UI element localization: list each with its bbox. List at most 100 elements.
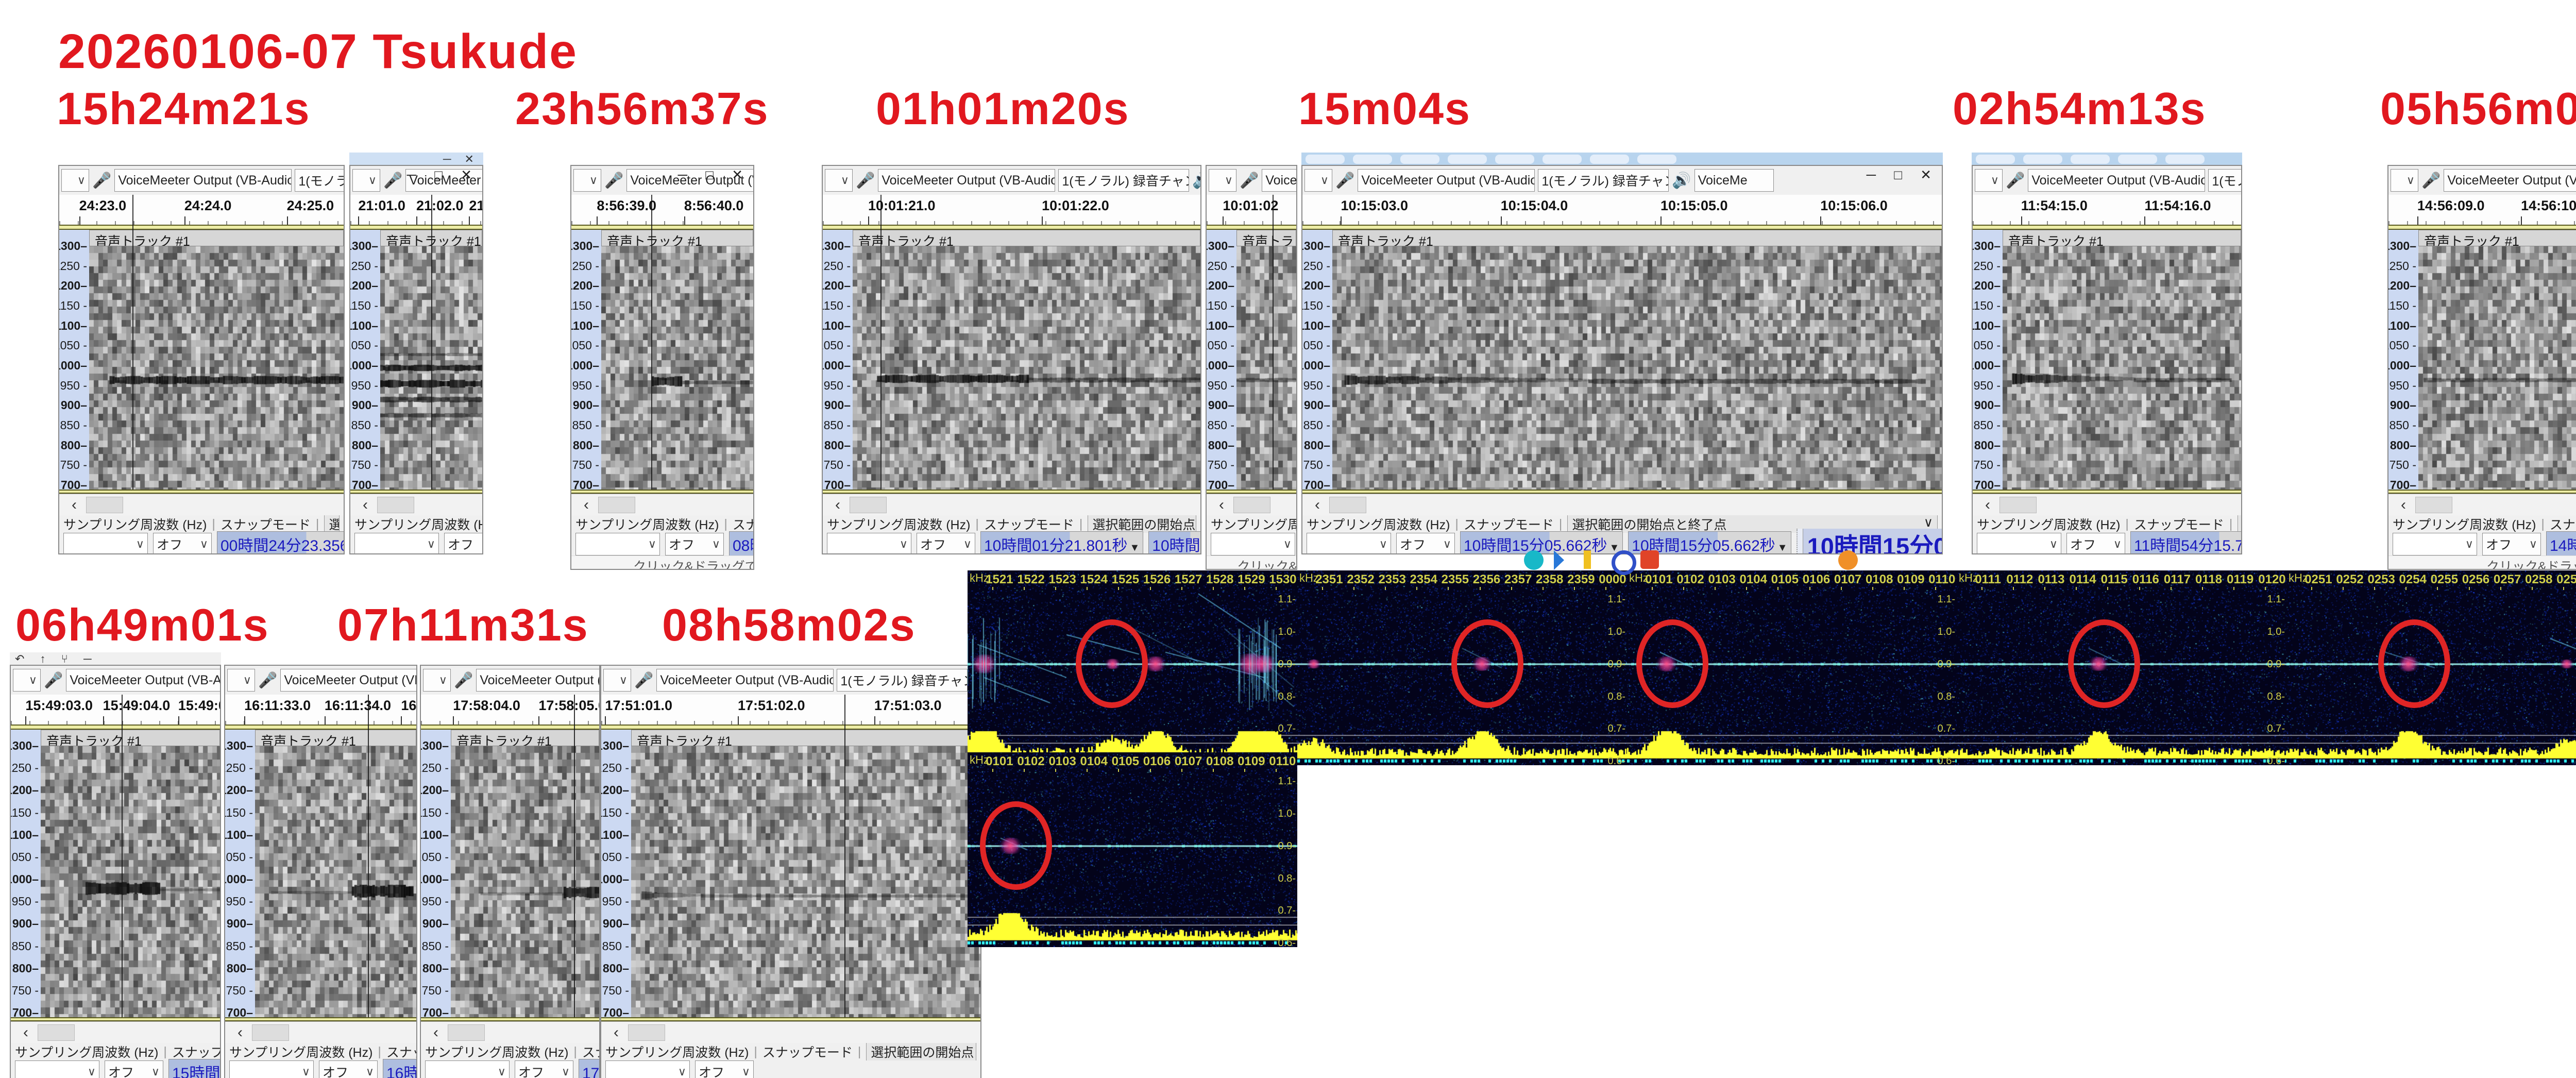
record-channel-dropdown[interactable]: 1(モノラル) 録音チャンネル∨	[295, 169, 344, 192]
snap-mode-combo[interactable]: オフ∨	[319, 1060, 378, 1078]
horizontal-scrollbar[interactable]: ‹	[1302, 494, 1942, 516]
scrollbar-thumb[interactable]	[252, 1024, 289, 1041]
sampling-rate-combo[interactable]: ∨	[1977, 533, 2061, 553]
sampling-rate-combo[interactable]: ∨	[1307, 533, 1391, 553]
scrollbar-thumb[interactable]	[2415, 497, 2452, 513]
sampling-rate-combo[interactable]: ∨	[15, 1060, 99, 1078]
record-channel-dropdown[interactable]: 1(モノラル) 録音チャンネル∨	[1538, 169, 1669, 192]
playhead-cursor[interactable]	[431, 195, 432, 490]
sampling-rate-combo[interactable]: ∨	[1211, 533, 1295, 555]
playhead-cursor[interactable]	[844, 695, 845, 1017]
scroll-left-arrow-icon[interactable]: ‹	[363, 496, 368, 513]
track-options-dropdown[interactable]: ∨	[61, 169, 89, 192]
scrollbar-thumb[interactable]	[38, 1024, 75, 1041]
selection-time-field[interactable]: 10時間15分05.662秒 ▼	[1460, 531, 1623, 553]
track-options-dropdown[interactable]: ∨	[1209, 169, 1236, 192]
window-controls[interactable]: ─ □ ✕	[1866, 167, 1939, 182]
input-device-dropdown[interactable]: VoiceMeeter Output (VB-Audio Vo∨	[1358, 169, 1535, 192]
selection-time-field[interactable]: 10時間15分05.662秒 ▼	[1628, 531, 1791, 553]
scroll-left-arrow-icon[interactable]: ‹	[23, 1024, 28, 1041]
input-device-dropdown[interactable]: VoiceMeeter Output (VB-Audio Vo∨	[114, 169, 292, 192]
horizontal-scrollbar[interactable]: ‹	[350, 494, 482, 516]
scrollbar-thumb[interactable]	[1329, 497, 1366, 513]
playhead-cursor[interactable]	[121, 695, 123, 1017]
time-ruler[interactable]: 17:58:04.0 17:58:05.0	[421, 695, 599, 725]
snap-mode-combo[interactable]: オフ∨	[105, 1060, 163, 1078]
sampling-rate-combo[interactable]: ∨	[2393, 533, 2477, 555]
horizontal-scrollbar[interactable]: ‹	[225, 1021, 416, 1043]
playhead-cursor[interactable]	[132, 195, 133, 490]
input-device-dropdown[interactable]: VoiceMeeter Output (VB-Audio Vo∨	[280, 669, 416, 692]
sampling-rate-combo[interactable]: ∨	[575, 533, 660, 555]
selection-range-dropdown[interactable]: 選択範囲の開始点と終了点∨	[324, 515, 340, 533]
selection-duration-value[interactable]: 10時間15分06秒	[1802, 529, 1942, 553]
time-ruler[interactable]: 10:01:21.0 10:01:22.0	[823, 195, 1200, 225]
scrollbar-thumb[interactable]	[598, 497, 635, 513]
playhead-cursor[interactable]	[651, 195, 653, 490]
selection-range-dropdown[interactable]: 選択範囲の開始点と終了点∨	[1088, 515, 1196, 533]
selection-time-field[interactable]: 08時間56分39.175秒▼	[729, 531, 753, 557]
time-ruler[interactable]: 8:56:39.0 8:56:40.0	[571, 195, 753, 225]
snap-mode-combo[interactable]: オフ∨	[444, 533, 482, 553]
sampling-rate-combo[interactable]: ∨	[63, 533, 148, 553]
scrollbar-thumb[interactable]	[628, 1024, 665, 1041]
track-options-dropdown[interactable]: ∨	[352, 169, 380, 192]
output-device-dropdown[interactable]: VoiceMe	[1694, 169, 1774, 192]
snap-mode-combo[interactable]: オフ∨	[2066, 533, 2125, 553]
playhead-cursor[interactable]	[880, 195, 882, 490]
time-ruler[interactable]: 24:23.0 24:24.0 24:25.0	[59, 195, 344, 225]
scrollbar-thumb[interactable]	[850, 497, 887, 513]
input-device-dropdown[interactable]: VoiceMeeter Output (VB-Audio Vo∨	[66, 669, 220, 692]
horizontal-scrollbar[interactable]: ‹	[2388, 494, 2576, 516]
sampling-rate-combo[interactable]: ∨	[827, 533, 911, 553]
horizontal-scrollbar[interactable]: ‹	[601, 1021, 980, 1043]
scroll-left-arrow-icon[interactable]: ‹	[1985, 496, 1990, 513]
horizontal-scrollbar[interactable]: ‹	[1207, 494, 1296, 516]
snap-mode-combo[interactable]: オフ∨	[917, 533, 975, 553]
red-app-icon[interactable]	[1640, 550, 1659, 569]
horizontal-scrollbar[interactable]: ‹	[11, 1021, 220, 1043]
track-options-dropdown[interactable]: ∨	[2391, 169, 2418, 192]
time-ruler[interactable]: 10:01:02	[1207, 195, 1296, 225]
scrollbar-thumb[interactable]	[377, 497, 414, 513]
selection-range-dropdown[interactable]: 選択範囲の開始点と終了点∨	[866, 1043, 976, 1060]
record-channel-dropdown[interactable]: 1(モノラル) 録音チャンネル∨	[837, 669, 968, 692]
selection-time-field[interactable]: 16時間11分33.290秒▼	[383, 1059, 416, 1078]
input-device-dropdown[interactable]: VoiceMeeter Output (VB-Audio Vo∨	[1262, 169, 1296, 192]
selection-time-field[interactable]: 14時間56分10.344秒▼	[2546, 531, 2576, 557]
teal-app-icon[interactable]	[1524, 550, 1544, 570]
sampling-rate-combo[interactable]: ∨	[605, 1060, 690, 1078]
snap-mode-combo[interactable]: オフ∨	[1396, 533, 1455, 553]
snap-mode-combo[interactable]: オフ∨	[665, 533, 724, 555]
input-device-dropdown[interactable]: VoiceMeeter Output (VB-Audio Vo∨	[878, 169, 1056, 192]
scrollbar-thumb[interactable]	[86, 497, 123, 513]
sampling-rate-combo[interactable]: ∨	[425, 1060, 510, 1078]
input-device-dropdown[interactable]: VoiceMeeter Output (VB-Audio Vo∨	[476, 669, 599, 692]
horizontal-scrollbar[interactable]: ‹	[59, 494, 344, 516]
track-options-dropdown[interactable]: ∨	[1304, 169, 1332, 192]
selection-time-field[interactable]: 15時間49分03.630秒▼	[168, 1059, 220, 1078]
sampling-rate-combo[interactable]: ∨	[354, 533, 439, 553]
record-channel-dropdown[interactable]: 1(モノラル) 録音チャンネル∨	[2208, 169, 2241, 192]
playhead-cursor[interactable]	[1272, 195, 1274, 490]
blue-ring-app-icon[interactable]	[1612, 550, 1636, 575]
snap-mode-combo[interactable]: オフ∨	[2482, 533, 2541, 555]
scroll-left-arrow-icon[interactable]: ‹	[1219, 496, 1224, 513]
input-device-dropdown[interactable]: VoiceMeeter Output (VB-Audio Vo∨	[405, 169, 482, 192]
time-ruler[interactable]: 21:01.0 21:02.0 21:03.	[350, 195, 482, 225]
scroll-left-arrow-icon[interactable]: ‹	[1315, 496, 1320, 513]
scrollbar-thumb[interactable]	[1233, 497, 1270, 513]
selection-range-dropdown[interactable]: 選択範囲の開始点と終了点∨	[1567, 515, 1938, 533]
sampling-rate-combo[interactable]: ∨	[229, 1060, 314, 1078]
selection-time-field[interactable]: 00時間24分23.356秒▼	[217, 531, 344, 553]
selection-time-field[interactable]: 10時間01分21.801秒 ▼	[980, 531, 1144, 553]
horizontal-scrollbar[interactable]: ‹	[571, 494, 753, 516]
scroll-left-arrow-icon[interactable]: ‹	[2401, 496, 2406, 513]
input-device-dropdown[interactable]: VoiceMeeter Output (VB-Audio Vo∨	[626, 169, 753, 192]
scroll-left-arrow-icon[interactable]: ‹	[835, 496, 840, 513]
scroll-left-arrow-icon[interactable]: ‹	[614, 1024, 619, 1041]
horizontal-scrollbar[interactable]: ‹	[1973, 494, 2241, 516]
orange-app-icon[interactable]	[1838, 550, 1858, 570]
track-options-dropdown[interactable]: ∨	[13, 669, 41, 692]
time-ruler[interactable]: 16:11:33.0 16:11:34.0 16:11:	[225, 695, 416, 725]
